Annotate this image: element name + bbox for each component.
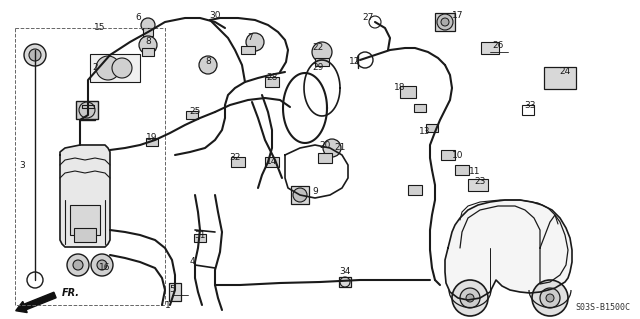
Text: 16: 16 bbox=[99, 263, 111, 272]
Bar bbox=[76, 101, 98, 119]
Circle shape bbox=[29, 49, 41, 61]
Circle shape bbox=[312, 42, 332, 62]
Bar bbox=[315, 58, 329, 66]
Circle shape bbox=[246, 33, 264, 51]
Circle shape bbox=[540, 288, 560, 308]
Text: 15: 15 bbox=[94, 24, 106, 33]
Circle shape bbox=[91, 254, 113, 276]
Bar bbox=[169, 283, 181, 301]
Bar bbox=[435, 13, 455, 31]
Text: 7: 7 bbox=[247, 33, 253, 42]
Text: S03S-B1500C: S03S-B1500C bbox=[575, 303, 630, 312]
Polygon shape bbox=[60, 145, 110, 247]
Text: 29: 29 bbox=[312, 63, 324, 72]
Text: 34: 34 bbox=[339, 268, 351, 277]
Text: 5: 5 bbox=[169, 286, 175, 294]
Circle shape bbox=[532, 280, 568, 316]
FancyArrow shape bbox=[16, 292, 56, 313]
Text: 8: 8 bbox=[205, 57, 211, 66]
Text: 27: 27 bbox=[362, 13, 374, 23]
Text: 13: 13 bbox=[419, 128, 431, 137]
Text: 17: 17 bbox=[452, 11, 464, 19]
Bar bbox=[339, 277, 351, 287]
Text: 33: 33 bbox=[524, 100, 536, 109]
Text: 1: 1 bbox=[165, 300, 171, 309]
Bar bbox=[468, 179, 488, 191]
Text: 21: 21 bbox=[334, 144, 346, 152]
Circle shape bbox=[97, 260, 107, 270]
Circle shape bbox=[73, 260, 83, 270]
Bar bbox=[231, 157, 245, 167]
Circle shape bbox=[199, 56, 217, 74]
Circle shape bbox=[460, 288, 480, 308]
Text: 10: 10 bbox=[452, 151, 464, 160]
Text: 19: 19 bbox=[147, 133, 157, 143]
Circle shape bbox=[112, 58, 132, 78]
Bar bbox=[400, 86, 416, 98]
Polygon shape bbox=[445, 200, 572, 300]
Bar bbox=[70, 205, 100, 235]
Bar bbox=[426, 124, 438, 132]
Bar bbox=[522, 105, 534, 115]
Bar bbox=[291, 186, 309, 204]
Circle shape bbox=[24, 44, 46, 66]
Bar bbox=[143, 28, 153, 36]
Text: 9: 9 bbox=[312, 188, 318, 197]
Circle shape bbox=[67, 254, 89, 276]
Circle shape bbox=[96, 56, 120, 80]
Bar bbox=[142, 48, 154, 56]
Text: 6: 6 bbox=[135, 13, 141, 23]
Text: 14: 14 bbox=[266, 158, 278, 167]
Text: 26: 26 bbox=[492, 41, 504, 49]
Bar bbox=[186, 111, 198, 119]
Circle shape bbox=[437, 14, 453, 30]
Text: 24: 24 bbox=[559, 68, 571, 77]
Text: 22: 22 bbox=[312, 43, 324, 53]
Bar bbox=[481, 42, 499, 54]
Text: 18: 18 bbox=[394, 84, 406, 93]
Text: 4: 4 bbox=[189, 257, 195, 266]
Bar bbox=[408, 185, 422, 195]
Text: 30: 30 bbox=[209, 11, 221, 19]
Bar bbox=[265, 157, 279, 167]
Circle shape bbox=[293, 188, 307, 202]
Bar bbox=[241, 46, 255, 54]
Circle shape bbox=[466, 294, 474, 302]
Bar bbox=[90, 54, 140, 82]
Circle shape bbox=[323, 139, 341, 157]
Circle shape bbox=[441, 18, 449, 26]
Text: 3: 3 bbox=[19, 160, 25, 169]
Text: 2: 2 bbox=[92, 63, 98, 72]
Text: 31: 31 bbox=[195, 231, 205, 240]
Text: 12: 12 bbox=[349, 57, 361, 66]
Bar bbox=[146, 138, 158, 146]
Text: 8: 8 bbox=[145, 38, 151, 47]
Circle shape bbox=[546, 294, 554, 302]
Text: 11: 11 bbox=[469, 167, 481, 176]
Text: FR.: FR. bbox=[62, 288, 80, 298]
Circle shape bbox=[141, 18, 155, 32]
Bar bbox=[265, 77, 279, 87]
Circle shape bbox=[452, 280, 488, 316]
Bar bbox=[455, 165, 469, 175]
Bar bbox=[441, 150, 455, 160]
Circle shape bbox=[139, 36, 157, 54]
Text: 32: 32 bbox=[229, 153, 241, 162]
Text: 20: 20 bbox=[319, 140, 331, 150]
Text: 23: 23 bbox=[474, 177, 486, 187]
Bar bbox=[194, 234, 206, 242]
Text: 25: 25 bbox=[189, 108, 201, 116]
Bar bbox=[318, 153, 332, 163]
Circle shape bbox=[79, 102, 95, 118]
Text: 28: 28 bbox=[266, 73, 278, 83]
Bar bbox=[74, 228, 96, 242]
Bar bbox=[414, 104, 426, 112]
Bar bbox=[544, 67, 576, 89]
